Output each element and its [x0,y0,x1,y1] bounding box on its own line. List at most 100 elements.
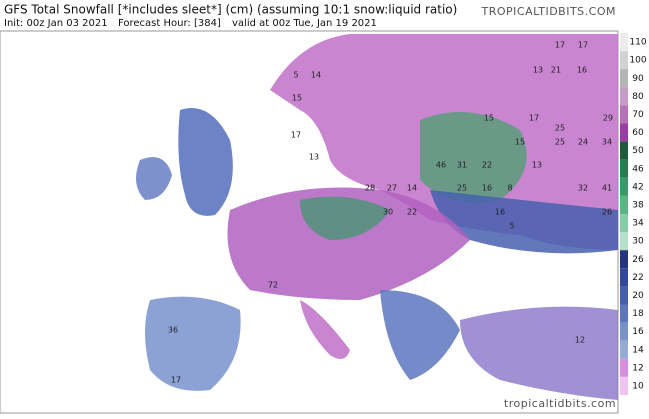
snow-amount-label: 72 [268,281,278,290]
colorbar-swatch [620,376,628,395]
colorbar-label: 14 [632,345,644,355]
snow-amount-label: 15 [515,138,525,147]
colorbar-swatch [620,159,628,178]
valid-time: valid at 00z Tue, Jan 19 2021 [232,18,377,29]
colorbar-label: 12 [632,363,643,373]
colorbar-label: 20 [632,291,644,301]
snow-area [136,157,172,200]
snow-area [380,290,460,380]
colorbar-label: 30 [632,237,644,247]
snow-amount-label: 22 [407,208,417,217]
colorbar-swatch [620,87,628,106]
snow-amount-label: 13 [532,161,542,170]
snow-amount-label: 34 [602,138,612,147]
snow-amount-label: 25 [555,124,565,133]
snow-amount-label: 25 [555,138,565,147]
colorbar-label: 38 [632,200,644,210]
colorbar: 110 100 90 80 70 60 50 46 42 38 34 30 26 22 20 18 16 14 12… [620,33,647,395]
map-labels: 17 17 13 21 16 15 17 25 29 15 25 24 34 46 31 22 13 28 27 14… [168,41,613,385]
init-time: Init: 00z Jan 03 2021 [4,18,108,29]
snow-amount-label: 14 [311,71,321,80]
snow-area [460,306,618,400]
colorbar-swatch [620,51,628,70]
snow-amount-label: 28 [365,184,375,193]
colorbar-swatch [620,340,628,359]
colorbar-swatch [620,69,628,88]
snow-amount-label: 32 [578,184,588,193]
colorbar-label: 50 [632,146,644,156]
colorbar-label: 110 [629,38,646,48]
snow-amount-label: 36 [168,326,178,335]
colorbar-label: 70 [632,110,644,120]
colorbar-label: 80 [632,92,644,102]
colorbar-swatch [620,141,628,160]
snow-amount-label: 17 [529,114,539,123]
snow-amount-label: 15 [292,94,302,103]
colorbar-swatch [620,322,628,341]
snow-amount-label: 16 [482,184,492,193]
snow-amount-label: 13 [309,153,319,162]
snow-area [300,300,350,359]
colorbar-swatch [620,304,628,323]
snow-area [300,196,390,240]
colorbar-label: 60 [632,128,644,138]
snow-amount-label: 16 [495,208,505,217]
colorbar-label: 100 [629,56,646,66]
snow-area [145,296,241,391]
snow-amount-label: 15 [484,114,494,123]
snow-area [420,112,527,203]
colorbar-swatch [620,358,628,377]
colorbar-label: 16 [632,327,644,337]
snow-amount-label: 13 [533,66,543,75]
snow-amount-label: 5 [509,222,514,231]
snow-amount-label: 24 [578,138,588,147]
snow-amount-label: 26 [602,208,612,217]
colorbar-label: 34 [632,219,644,229]
colorbar-swatch [620,232,628,251]
snow-amount-label: 46 [436,161,446,170]
colorbar-label: 42 [632,182,643,192]
colorbar-label: 46 [632,164,644,174]
colorbar-swatch [620,177,628,196]
colorbar-swatch [620,195,628,214]
snow-amount-label: 16 [577,66,587,75]
snow-area [178,108,233,216]
colorbar-label: 18 [632,309,644,319]
snow-amount-label: 31 [457,161,467,170]
snow-amount-label: 17 [578,41,588,50]
snow-amount-label: 5 [293,71,298,80]
snow-amount-label: 25 [457,184,467,193]
snow-amount-label: 17 [291,131,301,140]
snow-amount-label: 29 [603,114,613,123]
snow-amount-label: 21 [551,66,561,75]
colorbar-swatch [620,214,628,233]
colorbar-swatch [620,33,628,52]
colorbar-swatch [620,268,628,287]
colorbar-label: 22 [632,273,643,283]
snow-amount-label: 30 [383,208,393,217]
snow-amount-label: 17 [171,376,181,385]
colorbar-label: 90 [632,74,644,84]
map-watermark: tropicaltidbits.com [504,397,616,410]
colorbar-swatch [620,286,628,305]
forecast-hour: Forecast Hour: [384] [118,18,221,29]
colorbar-swatch [620,123,628,142]
snow-area [227,187,470,300]
colorbar-swatch [620,250,628,269]
colorbar-label: 26 [632,255,644,265]
watermark: TROPICALTIDBITS.COM [481,5,616,18]
snow-area [430,190,618,254]
snow-amount-label: 27 [387,184,397,193]
colorbar-label: 10 [632,381,644,391]
snow-amount-label: 17 [555,41,565,50]
snow-amount-label: 14 [407,184,417,193]
snow-amount-label: 22 [482,161,492,170]
colorbar-swatch [620,105,628,124]
snow-amount-label: 8 [507,184,512,193]
snow-amount-label: 41 [602,184,612,193]
snow-amount-label: 12 [575,336,585,345]
map [0,30,619,414]
title: GFS Total Snowfall [*includes sleet*] (c… [4,3,457,17]
